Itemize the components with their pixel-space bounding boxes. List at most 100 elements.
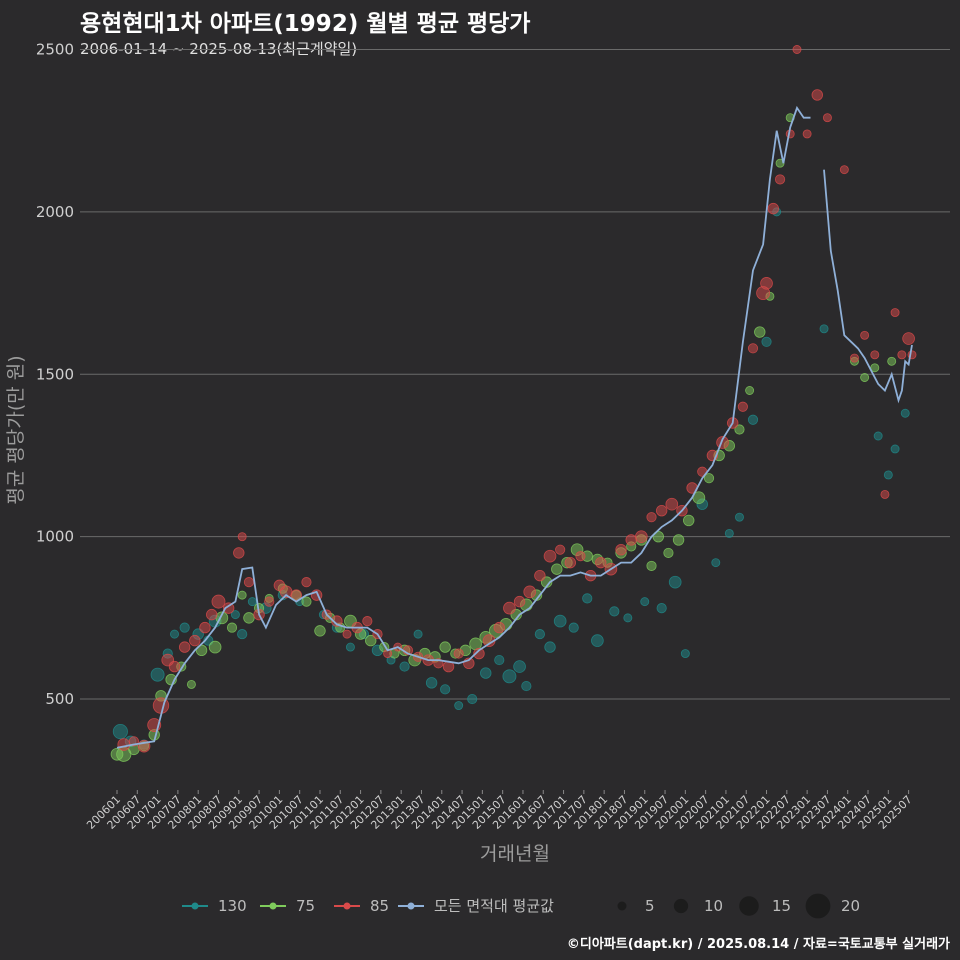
point-85-55 <box>646 512 657 523</box>
point-85-50 <box>595 556 607 569</box>
size-legend-label-5: 5 <box>645 897 655 915</box>
point-75-10 <box>208 640 222 654</box>
point-130-47 <box>724 528 734 538</box>
average-line-group <box>116 105 913 749</box>
point-130-3 <box>150 667 165 682</box>
point-85-27 <box>362 616 373 627</box>
average-line-segment-0 <box>116 105 811 749</box>
grid-lines <box>80 48 950 700</box>
point-85-73 <box>811 89 823 101</box>
point-75-20 <box>314 625 326 637</box>
size-legend-label-10: 10 <box>704 897 723 915</box>
point-130-18 <box>345 642 355 652</box>
point-85-4 <box>152 697 170 714</box>
point-85-38 <box>473 647 485 660</box>
point-85-52 <box>615 543 627 556</box>
point-75-43 <box>551 563 563 575</box>
point-75-61 <box>734 424 745 435</box>
point-130-37 <box>582 593 593 604</box>
point-85-40 <box>493 621 505 634</box>
y-tick-2500: 2500 <box>36 40 74 58</box>
point-130-26 <box>454 701 464 711</box>
point-85-75 <box>839 165 849 175</box>
point-85-6 <box>168 660 181 673</box>
point-85-12 <box>222 602 235 614</box>
point-85-14 <box>237 532 247 542</box>
point-85-48 <box>575 551 586 562</box>
point-130-10 <box>230 610 240 620</box>
point-75-63 <box>754 326 766 338</box>
point-85-53 <box>625 534 637 546</box>
size-legend-circle-10 <box>673 898 689 914</box>
legend: 130 75 85 모든 면적대 평균값 5 10 15 20 <box>182 893 860 919</box>
point-85-42 <box>513 595 526 608</box>
point-130-22 <box>399 661 410 672</box>
point-130-42 <box>656 603 667 614</box>
point-130-23 <box>413 629 423 639</box>
legend-label-3: 모든 면적대 평균값 <box>434 897 554 915</box>
point-130-39 <box>609 606 620 617</box>
point-85-71 <box>792 45 802 54</box>
point-75-58 <box>703 473 715 484</box>
point-85-47 <box>564 556 577 569</box>
point-130-32 <box>521 680 532 692</box>
point-130-27 <box>467 693 478 705</box>
point-85-56 <box>655 504 668 517</box>
point-130-56 <box>900 408 910 418</box>
size-legend-circle-5 <box>617 901 627 911</box>
point-130-30 <box>502 669 517 684</box>
point-130-46 <box>711 558 721 568</box>
legend-label-1: 75 <box>296 897 315 915</box>
point-75-52 <box>646 560 657 571</box>
point-85-24 <box>331 615 343 627</box>
legend-dot-0 <box>191 902 199 910</box>
legend-dot-3 <box>407 902 415 910</box>
y-tick-1500: 1500 <box>36 365 74 383</box>
point-130-34 <box>544 641 556 653</box>
point-130-48 <box>735 512 744 522</box>
point-85-36 <box>453 648 464 659</box>
point-130-5 <box>170 629 179 639</box>
point-75-13 <box>237 590 247 600</box>
point-85-20 <box>290 589 302 601</box>
point-130-43 <box>668 575 682 589</box>
legend-dot-1 <box>269 902 277 910</box>
y-tick-labels: 500 1000 1500 2000 2500 <box>36 40 74 708</box>
point-130-52 <box>819 324 829 334</box>
legend-label-2: 85 <box>370 897 389 915</box>
point-130-35 <box>553 614 567 628</box>
point-85-7 <box>178 641 191 653</box>
point-85-45 <box>543 549 557 563</box>
point-85-10 <box>206 608 218 621</box>
point-130-31 <box>513 660 526 673</box>
y-tick-1000: 1000 <box>36 528 74 546</box>
footer-credit: ©디아파트(dapt.kr) / 2025.08.14 / 자료=국토교통부 실… <box>566 937 950 952</box>
point-75-62 <box>745 386 755 395</box>
point-130-53 <box>873 431 883 441</box>
point-130-0 <box>112 723 128 740</box>
point-75-70 <box>887 356 897 366</box>
y-tick-2000: 2000 <box>36 203 74 221</box>
point-130-11 <box>237 629 248 640</box>
size-legend-circle-15 <box>739 896 759 916</box>
size-legend-circle-20 <box>805 893 831 919</box>
average-line-segment-1 <box>823 169 913 404</box>
point-85-41 <box>503 601 516 615</box>
x-tick-labels: 2006012006072007012007072008012008072009… <box>84 790 915 832</box>
point-75-25 <box>365 634 377 647</box>
point-130-29 <box>494 655 505 666</box>
point-85-0 <box>117 738 131 751</box>
point-85-65 <box>747 343 759 354</box>
point-130-40 <box>623 613 633 623</box>
point-130-12 <box>247 597 257 607</box>
point-85-77 <box>860 330 870 340</box>
point-130-36 <box>568 622 579 633</box>
point-75-19 <box>301 596 312 607</box>
point-130-54 <box>883 470 893 480</box>
point-85-76 <box>850 353 859 363</box>
y-axis-title: 평균 평당가(만 원) <box>5 355 27 504</box>
point-85-67 <box>760 277 773 290</box>
point-130-38 <box>591 634 604 647</box>
point-130-6 <box>179 622 190 633</box>
size-legend-label-20: 20 <box>841 897 860 915</box>
